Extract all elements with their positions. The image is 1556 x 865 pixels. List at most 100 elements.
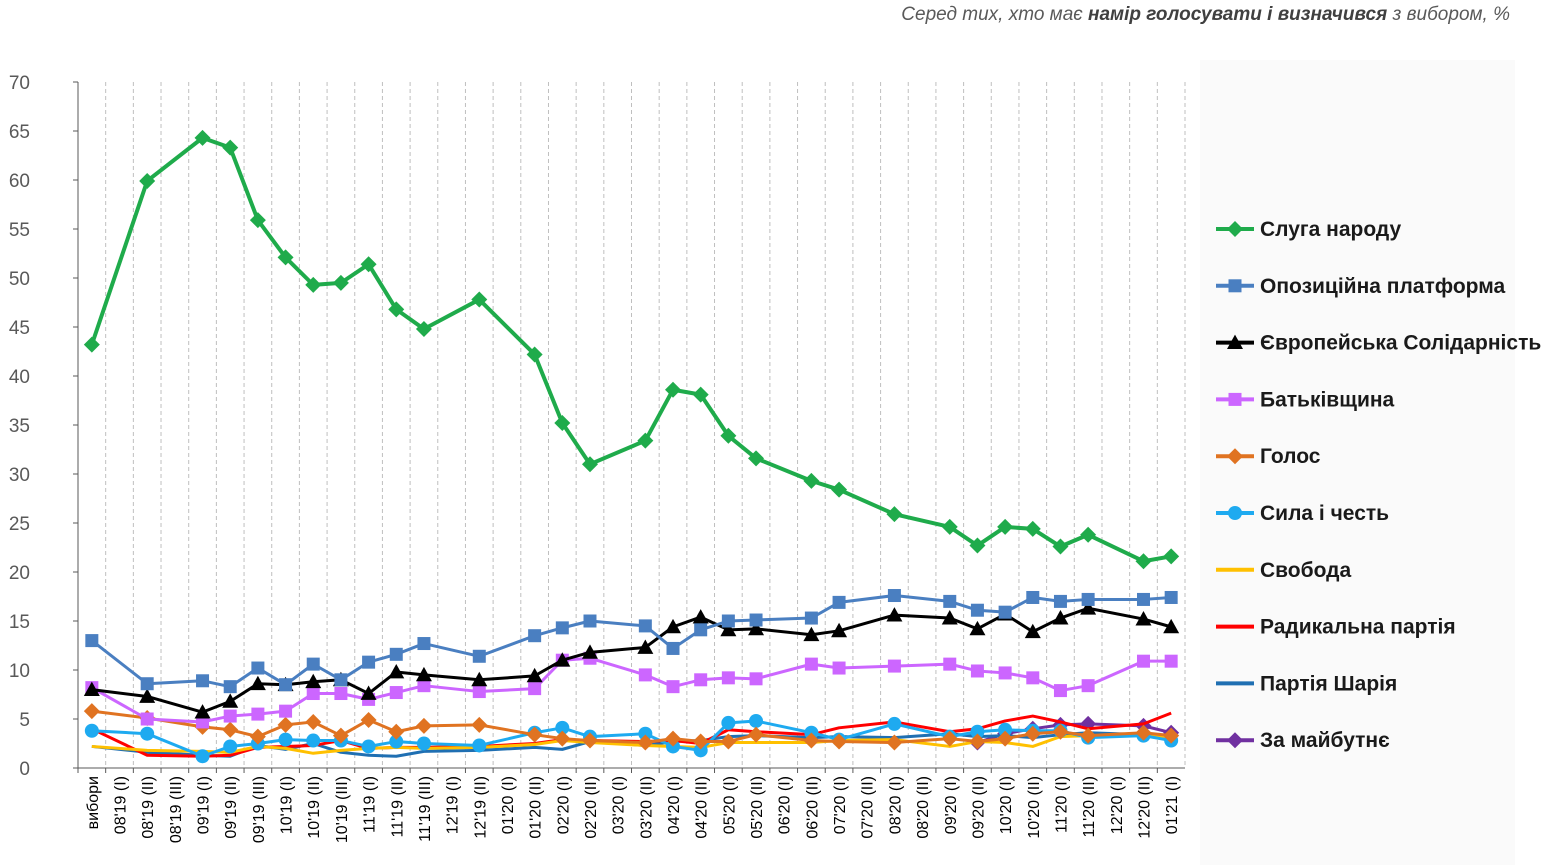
data-point: [638, 668, 652, 682]
data-point: [665, 618, 682, 634]
data-point: [997, 518, 1014, 535]
legend-label: Свобода: [1260, 559, 1351, 582]
data-point: [83, 681, 100, 696]
data-point: [1081, 592, 1095, 606]
x-axis-ticks: вибори 08'19 (I) 08'19 (II) 08'19 (III) 09'1…: [77, 768, 1181, 843]
legend-entry: Європейська Солідарність: [1216, 332, 1541, 355]
data-point: [332, 727, 349, 744]
data-point: [554, 730, 571, 747]
data-point: [306, 733, 321, 748]
data-point: [526, 726, 543, 743]
x-tick-label: 05'20 (I): [721, 776, 738, 834]
data-point: [306, 687, 320, 701]
x-tick-label: 11'19 (II): [389, 776, 406, 837]
x-tick-label: 09'19 (I): [196, 776, 213, 834]
data-point: [223, 680, 237, 694]
data-point: [360, 685, 377, 700]
data-point: [943, 594, 957, 608]
data-point: [83, 703, 100, 720]
data-point: [1080, 600, 1097, 615]
data-point: [692, 733, 709, 750]
x-tick-label: 01'20 (I): [500, 776, 517, 834]
data-point: [1135, 611, 1152, 626]
data-point: [1081, 679, 1095, 693]
y-tick-label: 45: [9, 318, 30, 339]
data-point: [694, 673, 708, 687]
data-point: [1135, 553, 1152, 570]
data-point: [526, 667, 543, 683]
data-point: [278, 732, 293, 747]
data-point: [332, 274, 349, 291]
data-point: [692, 386, 709, 403]
data-point: [886, 734, 903, 751]
data-point: [360, 711, 377, 728]
legend-marker: [1227, 448, 1243, 465]
data-point: [997, 730, 1014, 747]
data-point: [554, 652, 571, 667]
data-point: [1163, 727, 1180, 744]
data-point: [831, 622, 848, 638]
x-tick-label: 02'20 (I): [555, 776, 572, 834]
data-point: [803, 472, 820, 489]
data-point: [720, 427, 737, 444]
y-tick-label: 30: [9, 465, 30, 486]
y-tick-label: 20: [9, 563, 30, 584]
data-point: [1136, 592, 1150, 606]
data-point: [748, 726, 765, 743]
data-point: [803, 626, 820, 642]
subtitle-pre: Серед тих, хто має: [901, 4, 1088, 25]
data-point: [1135, 724, 1152, 741]
data-point: [887, 589, 901, 603]
data-point: [222, 721, 239, 738]
data-point: [389, 734, 404, 749]
data-point: [1026, 671, 1040, 685]
data-point: [970, 724, 985, 739]
x-tick-label: вибори: [85, 776, 102, 829]
data-point: [748, 450, 765, 467]
data-point: [305, 673, 322, 689]
data-point: [277, 716, 294, 733]
legend-label: Партія Шарія: [1260, 672, 1397, 695]
data-point: [804, 657, 818, 671]
data-point: [139, 172, 156, 189]
legend-label: Батьківщина: [1260, 388, 1395, 411]
data-point: [1136, 654, 1150, 668]
data-point: [415, 717, 432, 734]
y-tick-label: 0: [19, 759, 30, 780]
data-point: [693, 743, 708, 758]
data-point: [305, 713, 322, 730]
x-tick-label: 07'20 (II): [860, 776, 877, 839]
data-point: [969, 537, 986, 554]
y-tick-label: 60: [9, 171, 30, 192]
data-point: [1052, 610, 1069, 625]
data-point: [638, 726, 653, 741]
x-tick-label: 03'20 (I): [611, 776, 628, 834]
data-point: [85, 634, 99, 648]
data-point: [416, 736, 431, 751]
data-point: [969, 733, 986, 750]
data-point: [249, 728, 266, 745]
data-point: [279, 704, 293, 718]
data-point: [970, 603, 984, 617]
data-point: [748, 620, 765, 636]
x-tick-label: 12'19 (II): [472, 776, 489, 839]
data-point: [694, 623, 708, 637]
data-point: [389, 686, 403, 700]
data-point: [555, 621, 569, 635]
legend-marker: [1227, 221, 1243, 237]
legend-entry: Свобода: [1216, 559, 1351, 582]
data-point: [388, 301, 405, 318]
x-tick-label: 09'19 (II): [223, 776, 240, 839]
y-tick-label: 5: [19, 710, 30, 731]
data-point: [583, 614, 597, 628]
legend-entry: Голос: [1216, 445, 1321, 468]
data-point: [1024, 725, 1041, 742]
y-tick-label: 10: [9, 661, 30, 682]
data-point: [306, 657, 320, 671]
data-point: [362, 655, 376, 669]
data-point: [415, 320, 432, 337]
x-tick-label: 11'19 (III): [417, 776, 434, 842]
data-point: [832, 661, 846, 675]
data-point: [195, 749, 210, 764]
data-point: [415, 666, 432, 682]
